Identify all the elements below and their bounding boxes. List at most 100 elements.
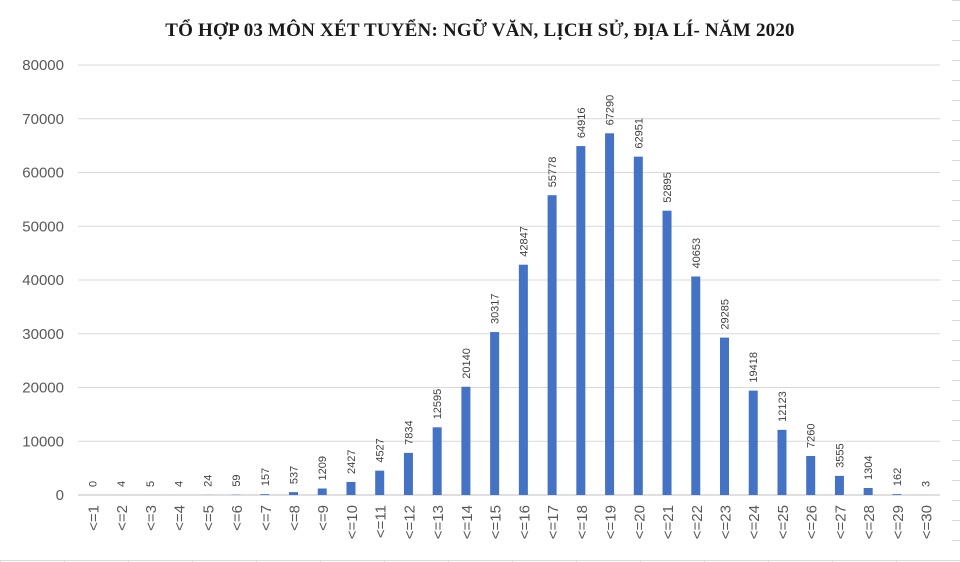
data-labels: 0 4 5 4 24 59 157 537 1209 2427 4527 7834 12595 20140… bbox=[87, 95, 932, 487]
bar bbox=[662, 210, 672, 495]
bar bbox=[892, 494, 902, 495]
data-label: 162 bbox=[892, 468, 904, 486]
data-label: 7260 bbox=[806, 423, 818, 447]
bar bbox=[317, 488, 327, 495]
y-axis-tick-labels: 0 10000 20000 30000 40000 50000 60000 70000 8000… bbox=[22, 57, 64, 504]
x-tick-label: <=19 bbox=[603, 505, 620, 539]
bar bbox=[691, 276, 701, 495]
bar bbox=[806, 455, 816, 495]
x-tick-label: <=1 bbox=[85, 505, 102, 531]
chart-title: TỔ HỢP 03 MÔN XÉT TUYỂN: NGỮ VĂN, LỊCH S… bbox=[165, 20, 795, 41]
data-label: 52895 bbox=[662, 172, 674, 203]
bar bbox=[547, 195, 557, 496]
x-tick-label: <=4 bbox=[172, 505, 189, 531]
x-tick-label: <=8 bbox=[287, 505, 304, 531]
x-tick-label: <=30 bbox=[919, 505, 936, 539]
data-label: 12123 bbox=[777, 391, 789, 422]
bar bbox=[720, 337, 729, 495]
bar bbox=[576, 146, 586, 495]
bar bbox=[518, 264, 528, 495]
x-tick-label: <=24 bbox=[746, 505, 763, 539]
data-label: 4 bbox=[116, 481, 128, 487]
bar bbox=[490, 332, 500, 495]
bar bbox=[403, 452, 413, 495]
data-label: 7834 bbox=[403, 420, 415, 444]
x-tick-label: <=28 bbox=[861, 505, 878, 539]
data-label: 5 bbox=[145, 481, 157, 487]
y-tick-label: 10000 bbox=[22, 433, 64, 450]
bar bbox=[289, 492, 298, 495]
data-label: 3 bbox=[921, 481, 933, 487]
bar bbox=[605, 133, 615, 495]
bar bbox=[863, 487, 873, 495]
x-tick-label: <=3 bbox=[143, 505, 160, 531]
data-label: 62951 bbox=[633, 118, 645, 149]
y-tick-label: 70000 bbox=[22, 111, 64, 128]
x-tick-label: <=18 bbox=[574, 505, 591, 539]
x-tick-label: <=2 bbox=[114, 505, 131, 531]
bar bbox=[375, 470, 385, 495]
x-tick-label: <=29 bbox=[890, 505, 907, 539]
x-tick-label: <=5 bbox=[200, 505, 217, 531]
data-label: 30317 bbox=[490, 293, 502, 324]
x-tick-label: <=22 bbox=[689, 505, 706, 539]
data-label: 4527 bbox=[375, 438, 387, 462]
data-label: 4 bbox=[174, 481, 186, 487]
x-tick-label: <=21 bbox=[660, 505, 677, 539]
x-tick-label: <=7 bbox=[258, 505, 275, 531]
x-tick-label: <=16 bbox=[516, 505, 533, 539]
data-label: 67290 bbox=[605, 95, 617, 126]
bars bbox=[116, 133, 931, 496]
x-tick-label: <=15 bbox=[488, 505, 505, 539]
x-tick-label: <=12 bbox=[401, 505, 418, 539]
x-tick-label: <=11 bbox=[373, 505, 390, 538]
y-tick-label: 50000 bbox=[22, 218, 64, 235]
bar bbox=[432, 427, 442, 495]
bar bbox=[777, 429, 787, 495]
x-tick-label: <=17 bbox=[545, 505, 562, 539]
bar bbox=[346, 481, 356, 495]
gridlines bbox=[78, 64, 940, 496]
x-axis-tick-labels: <=1 <=2 <=3 <=4 <=5 <=6 <=7 <=8 <=9 <=10 <=11 <=12 <… bbox=[85, 505, 935, 539]
data-label: 0 bbox=[87, 481, 99, 487]
data-label: 20140 bbox=[461, 348, 473, 379]
y-tick-label: 30000 bbox=[22, 326, 64, 343]
data-label: 2427 bbox=[346, 449, 358, 473]
data-label: 537 bbox=[289, 466, 301, 484]
x-tick-label: <=13 bbox=[430, 505, 447, 539]
x-tick-label: <=25 bbox=[775, 505, 792, 539]
data-label: 3555 bbox=[834, 443, 846, 467]
data-label: 157 bbox=[260, 468, 272, 486]
y-tick-label: 40000 bbox=[22, 272, 64, 289]
bar bbox=[748, 390, 758, 495]
data-label: 1209 bbox=[317, 456, 329, 480]
data-label: 59 bbox=[231, 474, 243, 486]
x-tick-label: <=20 bbox=[631, 505, 648, 539]
y-tick-label: 0 bbox=[56, 487, 64, 504]
data-label: 1304 bbox=[863, 456, 875, 480]
data-label: 40653 bbox=[691, 238, 703, 269]
y-tick-label: 60000 bbox=[22, 165, 64, 182]
data-label: 42847 bbox=[518, 226, 530, 257]
x-tick-label: <=23 bbox=[718, 505, 735, 539]
x-tick-label: <=6 bbox=[229, 505, 246, 531]
data-label: 12595 bbox=[432, 389, 444, 420]
data-label: 19418 bbox=[748, 352, 760, 383]
x-tick-label: <=10 bbox=[344, 505, 361, 539]
data-label: 55778 bbox=[547, 157, 559, 188]
data-label: 64916 bbox=[576, 107, 588, 138]
data-label: 24 bbox=[202, 475, 214, 487]
bar bbox=[633, 156, 643, 496]
bar bbox=[461, 386, 471, 495]
bar bbox=[834, 475, 844, 495]
x-tick-label: <=26 bbox=[804, 505, 821, 539]
data-label: 29285 bbox=[720, 299, 732, 330]
x-tick-label: <=14 bbox=[459, 505, 476, 539]
y-tick-label: 80000 bbox=[22, 57, 64, 74]
x-tick-label: <=9 bbox=[315, 505, 332, 531]
bar bbox=[260, 494, 270, 495]
y-tick-label: 20000 bbox=[22, 380, 64, 397]
